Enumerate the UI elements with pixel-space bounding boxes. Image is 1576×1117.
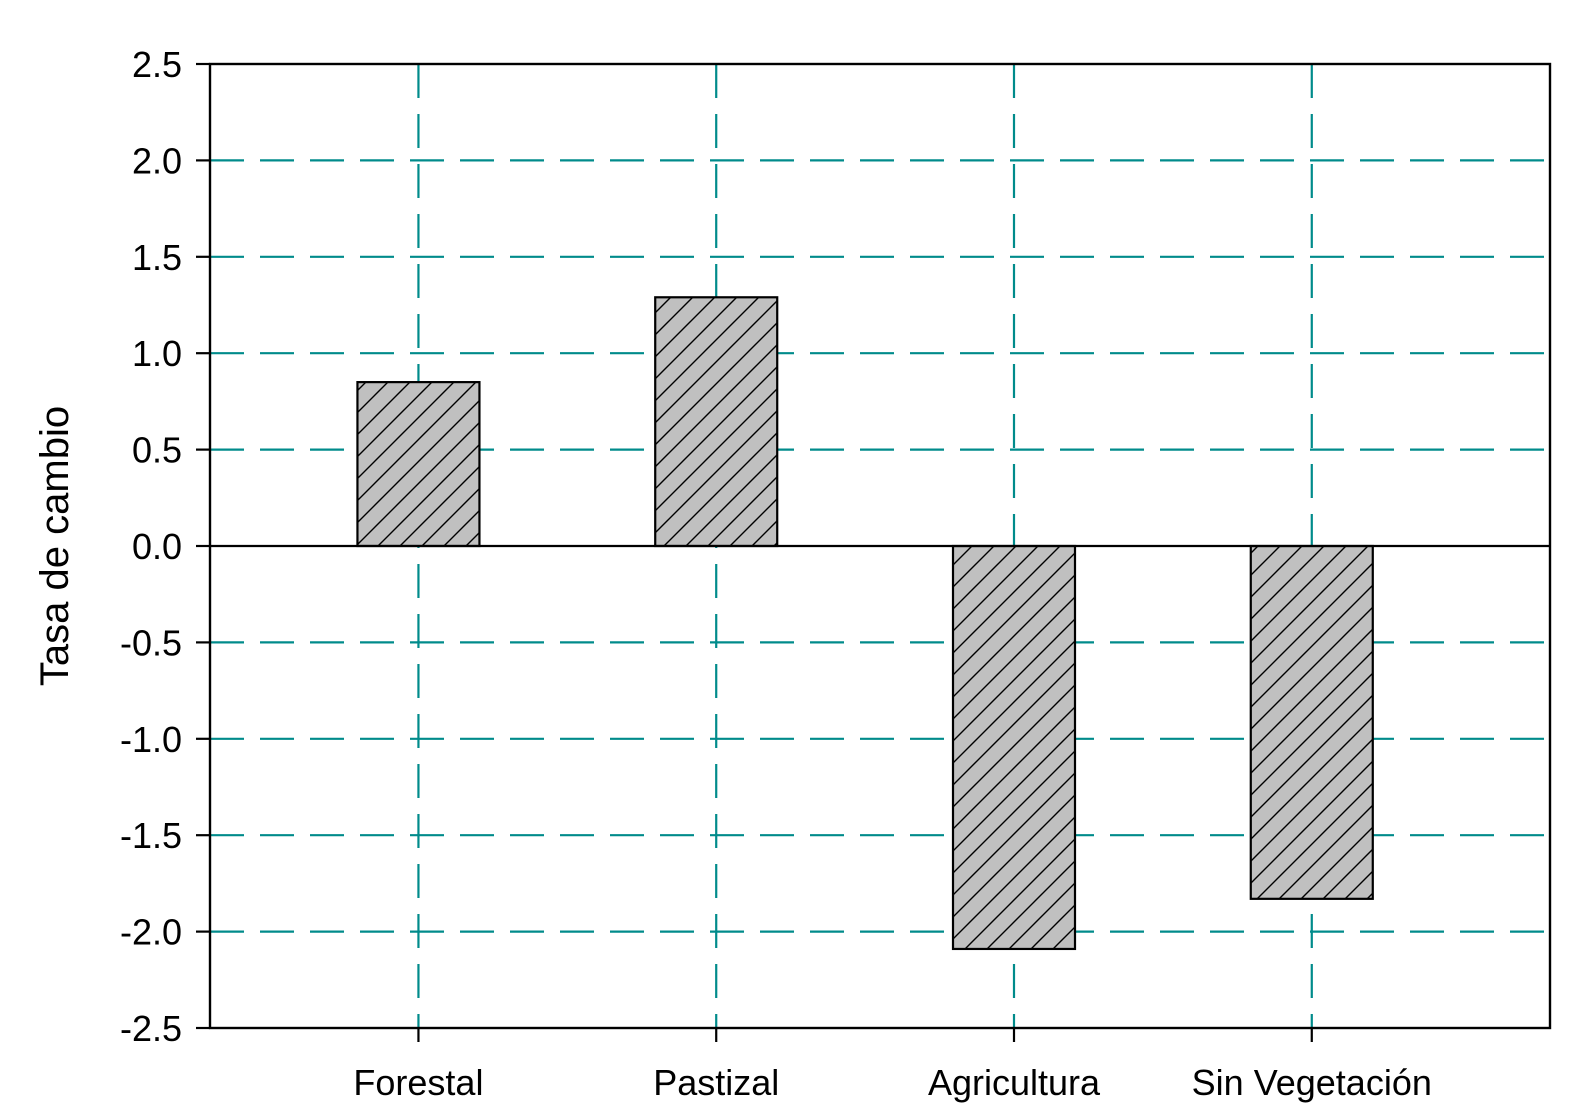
- bars-layer: [356, 296, 1374, 951]
- x-tick-label: Agricultura: [928, 1062, 1101, 1103]
- y-tick-label: -2.0: [120, 912, 182, 953]
- y-tick-label: 2.0: [132, 140, 182, 181]
- x-tick-label: Sin Vegetación: [1192, 1062, 1432, 1103]
- bar-sin-vegetación: [1249, 544, 1374, 900]
- y-tick-label: -2.5: [120, 1008, 182, 1049]
- x-tick-label: Forestal: [353, 1062, 483, 1103]
- y-tick-label: -1.0: [120, 719, 182, 760]
- bar-pastizal: [654, 296, 779, 548]
- y-axis-label: Tasa de cambio: [33, 406, 77, 686]
- labels-layer: 2.5 2.0 1.5 1.0 0.5 0.0 -0.5 -1.0 -1.5 -2.0 -2.5 Fo…: [120, 44, 1432, 1103]
- bar-agricultura: [951, 544, 1077, 951]
- y-tick-label: 1.5: [132, 237, 182, 278]
- y-tick-label: 2.5: [132, 44, 182, 85]
- grid-layer: [210, 64, 1550, 1028]
- axes-layer: [196, 62, 1552, 1042]
- x-tick-label: Pastizal: [653, 1062, 779, 1103]
- y-tick-label: -0.5: [120, 622, 182, 663]
- y-tick-label: -1.5: [120, 815, 182, 856]
- bar-forestal: [356, 381, 481, 548]
- y-tick-label: 0.5: [132, 430, 182, 471]
- y-tick-label: 1.0: [132, 333, 182, 374]
- y-tick-label: 0.0: [132, 526, 182, 567]
